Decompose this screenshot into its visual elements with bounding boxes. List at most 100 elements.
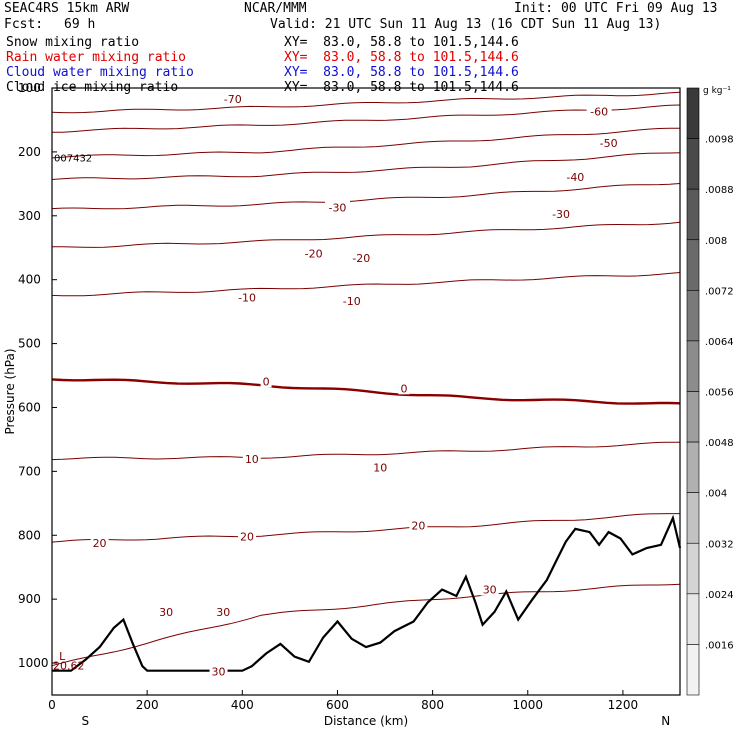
isotherm-line bbox=[51, 378, 681, 405]
field-xy-cloud-water: XY= 83.0, 58.8 to 101.5,144.6 bbox=[284, 65, 519, 80]
isotherm-line bbox=[51, 127, 681, 159]
y-tick-label: 1000 bbox=[18, 656, 49, 670]
fcst-value: 69 h bbox=[64, 17, 96, 32]
x-tick-label: 1000 bbox=[512, 698, 543, 712]
isotherm-label-bg bbox=[301, 246, 327, 260]
x-tick-label: 0 bbox=[48, 698, 56, 712]
colorbar-box bbox=[686, 138, 700, 190]
isotherm-label-bg bbox=[90, 535, 109, 549]
isotherm-label-bg bbox=[409, 518, 428, 532]
isotherm-label: 20 bbox=[93, 537, 107, 550]
colorbar-label: .0048 bbox=[705, 438, 734, 449]
colorbar-label: .0088 bbox=[705, 185, 734, 196]
isotherm-line bbox=[51, 183, 681, 210]
colorbar-box bbox=[686, 644, 700, 696]
isotherm-label: 30 bbox=[212, 665, 226, 678]
low-value-label: 20.62 bbox=[53, 659, 85, 672]
isotherm-label: 30 bbox=[483, 584, 497, 597]
y-tick-label: 500 bbox=[18, 337, 41, 351]
x-tick-label: 400 bbox=[231, 698, 254, 712]
isotherm-label: -20 bbox=[305, 247, 323, 260]
colorbar-label: .0072 bbox=[705, 286, 734, 297]
isotherm-label-bg bbox=[214, 604, 233, 618]
x-tick-label: 1200 bbox=[608, 698, 639, 712]
isotherm-label: 10 bbox=[373, 462, 387, 475]
init-label: Init: 00 UTC Fri 09 Aug 13 bbox=[514, 1, 718, 16]
isotherm-label: 10 bbox=[245, 453, 259, 466]
colorbar-label: .004 bbox=[705, 489, 727, 500]
station-label: 007432 bbox=[54, 153, 92, 164]
x-tick-label: 600 bbox=[326, 698, 349, 712]
colorbar-box bbox=[686, 391, 700, 443]
isotherm-label: 30 bbox=[216, 606, 230, 619]
model-title: SEAC4RS 15km ARW bbox=[4, 1, 130, 16]
isotherm-line bbox=[51, 152, 681, 180]
isotherm-label-bg bbox=[324, 200, 350, 214]
colorbar-label: .008 bbox=[705, 236, 727, 247]
x-tick-label: 800 bbox=[421, 698, 444, 712]
isotherm-line bbox=[51, 583, 681, 667]
isotherm-label-bg bbox=[209, 664, 228, 678]
low-marker: L bbox=[59, 650, 66, 663]
x-tick-label: 200 bbox=[136, 698, 159, 712]
field-xy-snow: XY= 83.0, 58.8 to 101.5,144.6 bbox=[284, 35, 519, 50]
isotherm-label: -50 bbox=[600, 137, 618, 150]
isotherm-label-bg bbox=[260, 374, 272, 388]
direction-north-label: N bbox=[661, 714, 670, 728]
isotherm-label-bg bbox=[371, 460, 390, 474]
fcst-label: Fcst: bbox=[4, 17, 44, 32]
isotherm-label: -10 bbox=[343, 295, 361, 308]
colorbar-box bbox=[686, 492, 700, 544]
isotherm-label-bg bbox=[586, 104, 612, 118]
isotherm-label: -10 bbox=[238, 292, 256, 305]
field-xy-rain: XY= 83.0, 58.8 to 101.5,144.6 bbox=[284, 50, 519, 65]
isotherm-label-bg bbox=[548, 206, 574, 220]
isotherm-label: 20 bbox=[240, 531, 254, 544]
isotherm-label: -20 bbox=[352, 252, 370, 265]
isotherm-label: -60 bbox=[590, 106, 608, 119]
field-name-snow: Snow mixing ratio bbox=[6, 35, 140, 50]
isotherm-label-bg bbox=[339, 293, 365, 307]
terrain-line bbox=[52, 514, 682, 672]
isotherm-label-bg bbox=[234, 290, 260, 304]
y-tick-label: 300 bbox=[18, 209, 41, 223]
isotherm-label: -30 bbox=[328, 201, 346, 214]
y-tick-label: 600 bbox=[18, 400, 41, 414]
isotherm-line bbox=[51, 513, 680, 543]
isotherm-label-bg bbox=[348, 250, 374, 264]
isotherm-label-bg bbox=[157, 604, 176, 618]
isotherm-label: 20 bbox=[411, 520, 425, 533]
isotherm-line bbox=[52, 221, 681, 248]
colorbar-box bbox=[686, 340, 700, 392]
isotherm-label-bg bbox=[220, 91, 246, 105]
isotherm-label-bg bbox=[596, 135, 622, 149]
terrain-layer bbox=[52, 514, 682, 672]
isotherm-label: 0 bbox=[401, 382, 408, 395]
valid-label: Valid: 21 UTC Sun 11 Aug 13 (16 CDT Sun … bbox=[270, 17, 662, 32]
colorbar-box bbox=[686, 542, 700, 595]
field-name-cloud-water: Cloud water mixing ratio bbox=[6, 65, 194, 80]
isotherm-labels: -70 -60 -50 -40 -30 -30 -20 -20 -10 -10 0 0 10 10 20 20… bbox=[90, 91, 622, 678]
colorbar-box bbox=[686, 87, 700, 139]
colorbar-box bbox=[686, 239, 700, 291]
colorbar-box bbox=[686, 290, 700, 342]
isotherm-label-bg bbox=[398, 381, 410, 395]
isotherm-label: -30 bbox=[552, 208, 570, 221]
org-label: NCAR/MMM bbox=[244, 1, 307, 16]
colorbar-box bbox=[686, 593, 700, 645]
y-tick-label: 700 bbox=[18, 464, 41, 478]
isotherm-layer bbox=[51, 91, 681, 667]
direction-south-label: S bbox=[81, 714, 89, 728]
isotherm-line bbox=[51, 91, 681, 114]
isotherm-label-bg bbox=[480, 582, 499, 596]
isotherm-line bbox=[51, 272, 681, 297]
y-tick-label: 900 bbox=[18, 592, 41, 606]
y-tick-label: 100 bbox=[18, 81, 41, 95]
field-name-rain: Rain water mixing ratio bbox=[6, 50, 187, 65]
colorbar-label: .0016 bbox=[705, 640, 734, 651]
colorbar-label: .0098 bbox=[705, 135, 734, 146]
isotherm-label: 0 bbox=[263, 375, 270, 388]
colorbar-label: .0064 bbox=[705, 337, 734, 348]
